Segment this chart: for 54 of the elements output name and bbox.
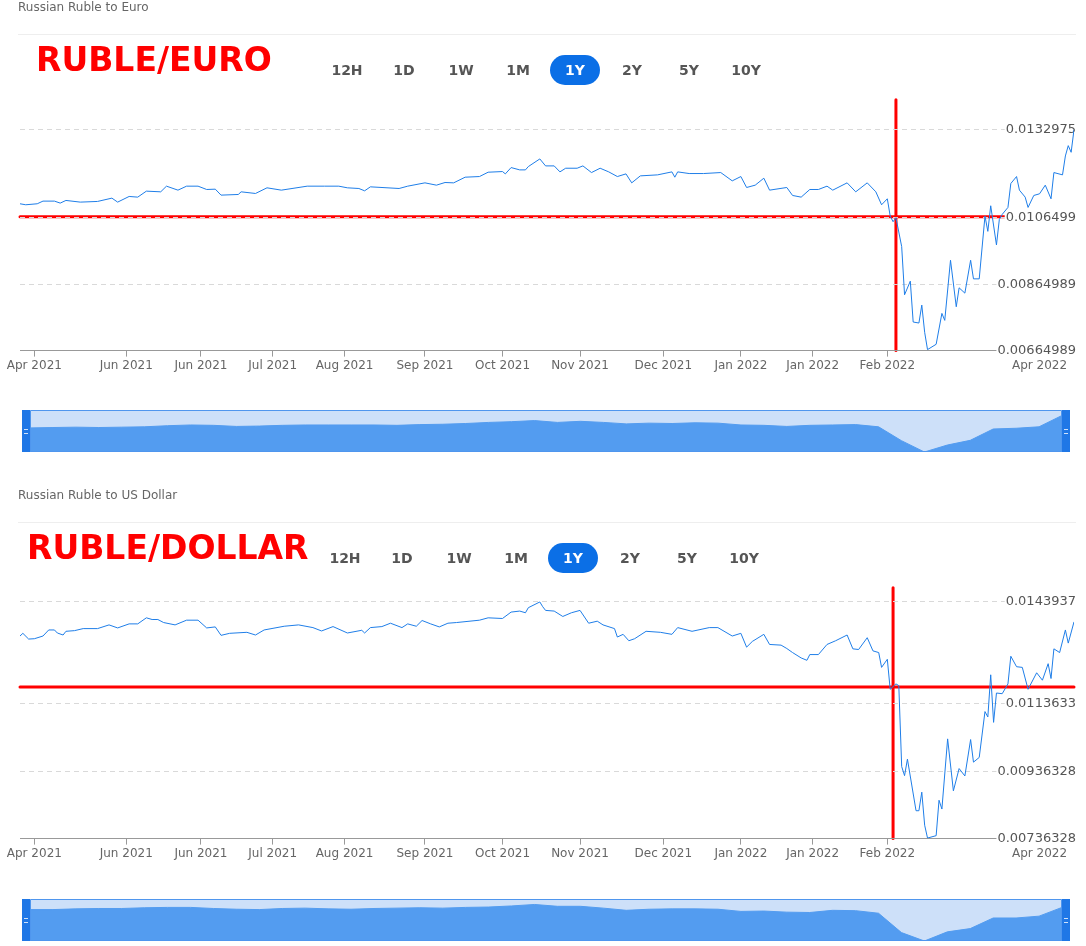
text: 1W bbox=[447, 61, 475, 80]
chart-title: Russian Ruble to Euro bbox=[18, 0, 149, 14]
text: 1W bbox=[445, 549, 473, 568]
text: 1M bbox=[503, 549, 529, 568]
text: 12H bbox=[330, 61, 364, 80]
text: 1M bbox=[505, 61, 531, 80]
x-tick-label: Jun 2021 bbox=[173, 845, 228, 860]
x-tick-label: Jul 2021 bbox=[247, 845, 298, 860]
text: 1D bbox=[390, 549, 414, 568]
y-tick-label: 0.00864989 bbox=[997, 275, 1076, 291]
y-tick-label: 0.0132975 bbox=[1005, 121, 1076, 137]
x-tick-label: Jun 2021 bbox=[98, 845, 153, 860]
text: 1Y bbox=[548, 543, 598, 573]
x-tick-label: Dec 2021 bbox=[634, 845, 693, 860]
x-tick-label: Sep 2021 bbox=[396, 845, 454, 860]
text: 1Y bbox=[550, 55, 600, 85]
text: 5Y bbox=[678, 61, 700, 80]
x-tick-label: Jan 2022 bbox=[785, 845, 840, 860]
chart-title: Russian Ruble to US Dollar bbox=[18, 488, 178, 502]
x-tick-label: Apr 2021 bbox=[6, 845, 62, 860]
x-tick-label: Jan 2022 bbox=[713, 845, 768, 860]
x-tick-label: Apr 2022 bbox=[1011, 357, 1068, 372]
x-tick-label: Oct 2021 bbox=[474, 357, 531, 372]
x-tick-label: Apr 2021 bbox=[6, 357, 62, 372]
text: 10Y bbox=[730, 61, 762, 80]
y-tick-label: 0.00936328 bbox=[997, 762, 1076, 778]
x-tick-label: Oct 2021 bbox=[474, 845, 531, 860]
x-tick-label: Nov 2021 bbox=[551, 357, 609, 372]
x-tick-label: Sep 2021 bbox=[396, 357, 454, 372]
x-tick-label: Aug 2021 bbox=[315, 357, 374, 372]
x-tick-label: Jan 2022 bbox=[785, 357, 840, 372]
x-tick-label: Dec 2021 bbox=[634, 357, 693, 372]
x-tick-label: Feb 2022 bbox=[859, 845, 916, 860]
text: 12H bbox=[328, 549, 362, 568]
x-tick-label: Nov 2021 bbox=[551, 845, 609, 860]
text: 10Y bbox=[728, 549, 760, 568]
x-tick-label: Aug 2021 bbox=[315, 845, 374, 860]
text: 2Y bbox=[619, 549, 641, 568]
y-tick-label: 0.0113633 bbox=[1005, 695, 1076, 711]
x-tick-label: Feb 2022 bbox=[859, 357, 916, 372]
y-tick-label: 0.0143937 bbox=[1005, 592, 1076, 608]
text: 5Y bbox=[676, 549, 698, 568]
y-tick-label: 0.00664989 bbox=[997, 341, 1076, 357]
text: RUBLE/EURO bbox=[36, 40, 272, 79]
x-tick-label: Jan 2022 bbox=[713, 357, 768, 372]
y-tick-label: 0.00736328 bbox=[997, 829, 1076, 845]
text: 1D bbox=[392, 61, 416, 80]
text: 2Y bbox=[621, 61, 643, 80]
text: RUBLE/DOLLAR bbox=[27, 528, 309, 567]
x-tick-label: Jun 2021 bbox=[173, 357, 228, 372]
x-tick-label: Jul 2021 bbox=[247, 357, 298, 372]
y-tick-label: 0.0106499 bbox=[1005, 209, 1076, 225]
x-tick-label: Jun 2021 bbox=[98, 357, 153, 372]
x-tick-label: Apr 2022 bbox=[1011, 845, 1068, 860]
